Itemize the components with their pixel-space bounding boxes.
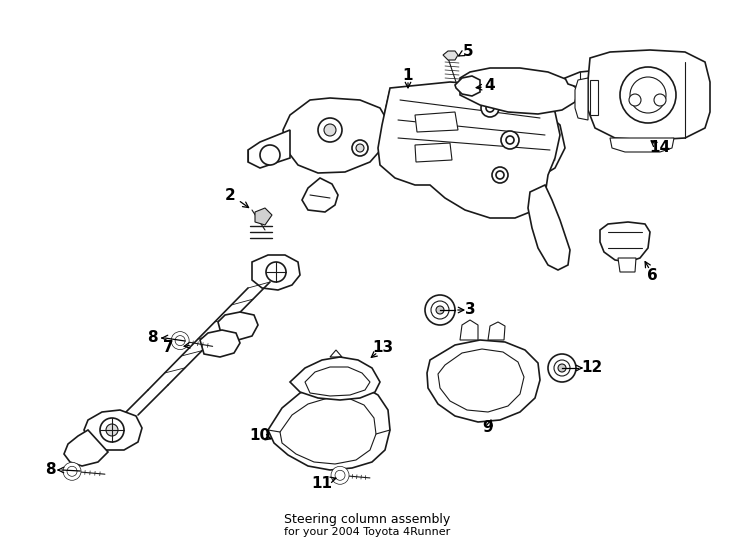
Polygon shape [66,466,78,477]
Polygon shape [460,68,578,114]
Circle shape [266,262,286,282]
Polygon shape [415,143,452,162]
Circle shape [171,332,189,349]
Circle shape [548,354,576,382]
Polygon shape [283,98,390,173]
Circle shape [652,71,668,87]
Text: 6: 6 [647,267,658,282]
Polygon shape [610,138,674,152]
Polygon shape [427,340,540,422]
Circle shape [331,467,349,484]
Circle shape [356,144,364,152]
Circle shape [620,67,676,123]
Polygon shape [84,410,142,450]
Polygon shape [590,80,598,115]
Polygon shape [174,335,186,346]
Text: 8: 8 [147,330,157,346]
Polygon shape [575,78,588,120]
Polygon shape [565,68,665,90]
Polygon shape [218,312,258,340]
Circle shape [431,301,449,319]
Polygon shape [588,50,710,140]
Polygon shape [528,185,570,270]
Circle shape [260,145,280,165]
Polygon shape [64,430,108,466]
Text: 12: 12 [581,361,603,375]
Polygon shape [455,76,480,96]
Circle shape [352,140,368,156]
Text: 2: 2 [225,187,236,202]
Polygon shape [378,82,560,218]
Polygon shape [600,222,650,262]
Text: 10: 10 [250,428,271,442]
Text: 11: 11 [311,476,333,490]
Polygon shape [443,51,458,60]
Polygon shape [200,330,240,357]
Text: 8: 8 [45,462,55,477]
Text: 3: 3 [465,302,476,318]
Polygon shape [255,208,272,225]
Circle shape [630,77,666,113]
Text: 5: 5 [462,44,473,59]
Polygon shape [252,255,300,290]
Circle shape [558,364,566,372]
Text: 7: 7 [163,341,173,355]
Polygon shape [460,320,478,340]
Circle shape [629,94,641,106]
Polygon shape [334,470,346,481]
Circle shape [481,99,499,117]
Circle shape [63,462,81,480]
Text: 4: 4 [484,78,495,92]
Circle shape [318,118,342,142]
Circle shape [324,124,336,136]
Circle shape [501,131,519,149]
Polygon shape [415,112,458,132]
Text: 13: 13 [372,341,393,355]
Polygon shape [302,178,338,212]
Polygon shape [268,382,390,470]
Polygon shape [385,85,565,185]
Circle shape [425,295,455,325]
Polygon shape [488,322,505,340]
Circle shape [554,360,570,376]
Text: 9: 9 [483,421,493,435]
Circle shape [436,306,444,314]
Text: 1: 1 [403,68,413,83]
Circle shape [100,418,124,442]
Polygon shape [280,398,376,464]
Text: Steering column assembly: Steering column assembly [284,514,450,526]
Text: 14: 14 [650,140,671,156]
Circle shape [106,424,118,436]
Polygon shape [618,258,636,272]
Polygon shape [290,357,380,400]
Text: for your 2004 Toyota 4Runner: for your 2004 Toyota 4Runner [284,527,450,537]
Circle shape [492,167,508,183]
Polygon shape [248,130,290,168]
Polygon shape [438,349,524,412]
Circle shape [654,94,666,106]
